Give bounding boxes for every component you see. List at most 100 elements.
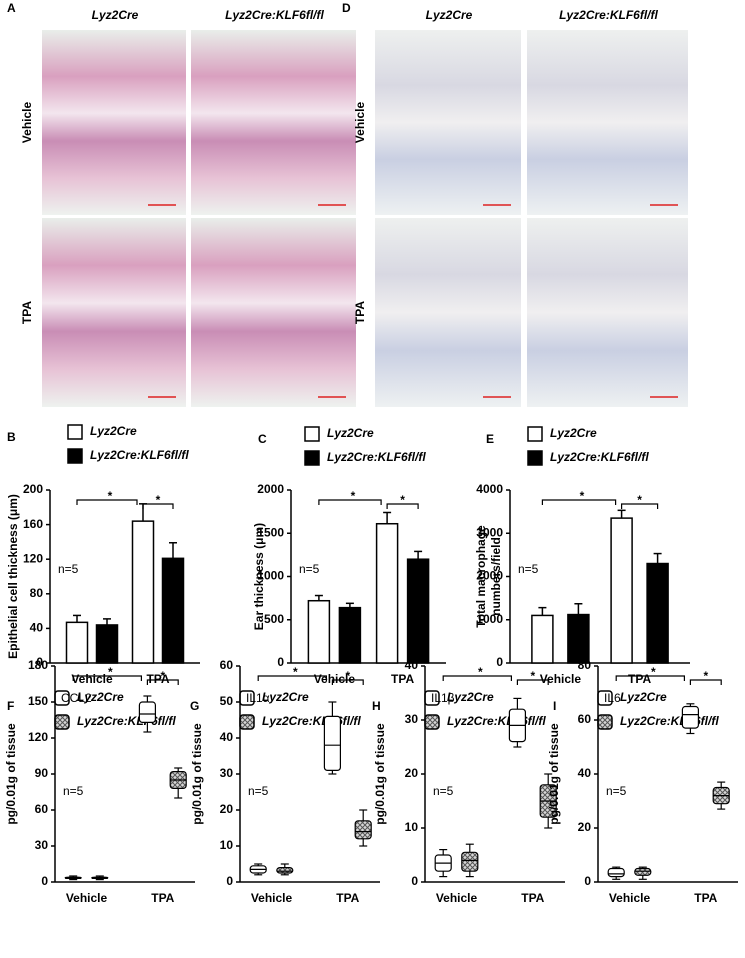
y-tick-label: 20 bbox=[578, 820, 592, 834]
n-label: n=5 bbox=[63, 784, 84, 798]
histology-image bbox=[375, 30, 521, 215]
column-header: Lyz2Cre bbox=[426, 8, 473, 22]
legend-label: Lyz2Cre:KLF6fl/fl bbox=[327, 450, 426, 464]
y-tick-label: 10 bbox=[220, 838, 234, 852]
y-tick-label: 2000 bbox=[476, 569, 503, 583]
legend-swatch bbox=[527, 450, 543, 466]
histology-image bbox=[527, 218, 688, 407]
y-tick-label: 30 bbox=[35, 838, 49, 852]
legend-swatch bbox=[239, 714, 255, 730]
significance-star: * bbox=[351, 489, 356, 503]
legend-label: Lyz2Cre bbox=[447, 690, 494, 704]
bar bbox=[375, 522, 399, 664]
y-tick-label: 20 bbox=[405, 766, 419, 780]
box bbox=[607, 867, 625, 878]
significance-bracket bbox=[621, 503, 659, 509]
y-tick-label: 10 bbox=[405, 820, 419, 834]
y-tick-label: 40 bbox=[220, 730, 234, 744]
y-tick-label: 4000 bbox=[476, 482, 503, 496]
y-axis-label: pg/0.01g of tissue bbox=[373, 723, 387, 825]
n-label: n=5 bbox=[248, 784, 269, 798]
legend-swatch bbox=[424, 714, 440, 730]
legend-label: Lyz2Cre:KLF6fl/fl bbox=[447, 714, 546, 728]
x-tick-label: TPA bbox=[628, 672, 651, 686]
significance-bracket bbox=[541, 499, 617, 505]
y-axis-label: pg/0.01g of tissue bbox=[4, 723, 18, 825]
analyte-label: IL1α bbox=[246, 691, 270, 705]
significance-bracket bbox=[76, 499, 138, 505]
legend-swatch bbox=[304, 450, 320, 466]
x-tick-label: Vehicle bbox=[436, 891, 478, 905]
histology-image bbox=[527, 30, 688, 215]
x-tick-label: Vehicle bbox=[540, 672, 582, 686]
y-axis-label: numbers/field bbox=[489, 537, 503, 616]
legend-label: Lyz2Cre:KLF6fl/fl bbox=[620, 714, 719, 728]
analyte-label: CCL2 bbox=[61, 691, 92, 705]
bar bbox=[95, 624, 119, 664]
significance-bracket bbox=[257, 675, 327, 681]
y-tick-label: 30 bbox=[220, 766, 234, 780]
significance-bracket bbox=[516, 679, 549, 685]
y-axis-label: pg/0.01g of tissue bbox=[190, 723, 204, 825]
bar bbox=[338, 606, 362, 664]
box bbox=[276, 866, 294, 874]
y-tick-label: 1000 bbox=[476, 612, 503, 626]
y-tick-label: 40 bbox=[578, 766, 592, 780]
y-tick-label: 60 bbox=[220, 658, 234, 672]
legend-swatch bbox=[54, 714, 70, 730]
legend-label: Lyz2Cre bbox=[620, 690, 667, 704]
x-tick-label: TPA bbox=[146, 672, 169, 686]
significance-star: * bbox=[580, 489, 585, 503]
significance-bracket bbox=[318, 499, 382, 505]
y-tick-label: 0 bbox=[496, 655, 503, 669]
x-tick-label: Vehicle bbox=[66, 891, 108, 905]
y-tick-label: 0 bbox=[411, 874, 418, 888]
significance-star: * bbox=[108, 665, 113, 679]
legend-swatch bbox=[67, 448, 83, 464]
x-tick-label: TPA bbox=[391, 672, 414, 686]
histology-image bbox=[191, 30, 356, 215]
legend-swatch bbox=[527, 426, 543, 442]
panel-letter: D bbox=[342, 1, 351, 15]
y-tick-label: 80 bbox=[578, 658, 592, 672]
y-tick-label: 120 bbox=[23, 551, 43, 565]
y-tick-label: 3000 bbox=[476, 525, 503, 539]
significance-star: * bbox=[108, 489, 113, 503]
n-label: n=5 bbox=[299, 562, 320, 576]
bar bbox=[161, 557, 185, 664]
legend-label: Lyz2Cre bbox=[90, 424, 137, 438]
significance-star: * bbox=[400, 493, 405, 507]
y-tick-label: 0 bbox=[226, 874, 233, 888]
n-label: n=5 bbox=[606, 784, 627, 798]
y-tick-label: 80 bbox=[30, 586, 44, 600]
y-tick-label: 40 bbox=[30, 621, 44, 635]
n-label: n=5 bbox=[433, 784, 454, 798]
significance-bracket bbox=[386, 503, 419, 509]
y-tick-label: 0 bbox=[41, 874, 48, 888]
y-tick-label: 60 bbox=[578, 712, 592, 726]
x-tick-label: TPA bbox=[336, 891, 359, 905]
significance-star: * bbox=[703, 669, 708, 683]
significance-star: * bbox=[345, 669, 350, 683]
y-tick-label: 500 bbox=[264, 612, 284, 626]
y-tick-label: 160 bbox=[23, 517, 43, 531]
panel-letter: E bbox=[486, 432, 494, 446]
n-label: n=5 bbox=[58, 562, 79, 576]
x-tick-label: TPA bbox=[151, 891, 174, 905]
significance-bracket bbox=[615, 675, 685, 681]
column-header: Lyz2Cre:KLF6fl/fl bbox=[559, 8, 658, 22]
legend-label: Lyz2Cre:KLF6fl/fl bbox=[550, 450, 649, 464]
significance-star: * bbox=[530, 669, 535, 683]
legend-label: Lyz2Cre:KLF6fl/fl bbox=[77, 714, 176, 728]
legend-label: Lyz2Cre bbox=[77, 690, 124, 704]
box bbox=[354, 820, 372, 840]
significance-star: * bbox=[293, 665, 298, 679]
bar bbox=[406, 558, 430, 664]
box bbox=[634, 867, 652, 876]
significance-star: * bbox=[651, 665, 656, 679]
y-tick-label: 0 bbox=[36, 655, 43, 669]
panel-letter: B bbox=[7, 430, 16, 444]
histology-image bbox=[42, 218, 186, 407]
x-tick-label: Vehicle bbox=[251, 891, 293, 905]
